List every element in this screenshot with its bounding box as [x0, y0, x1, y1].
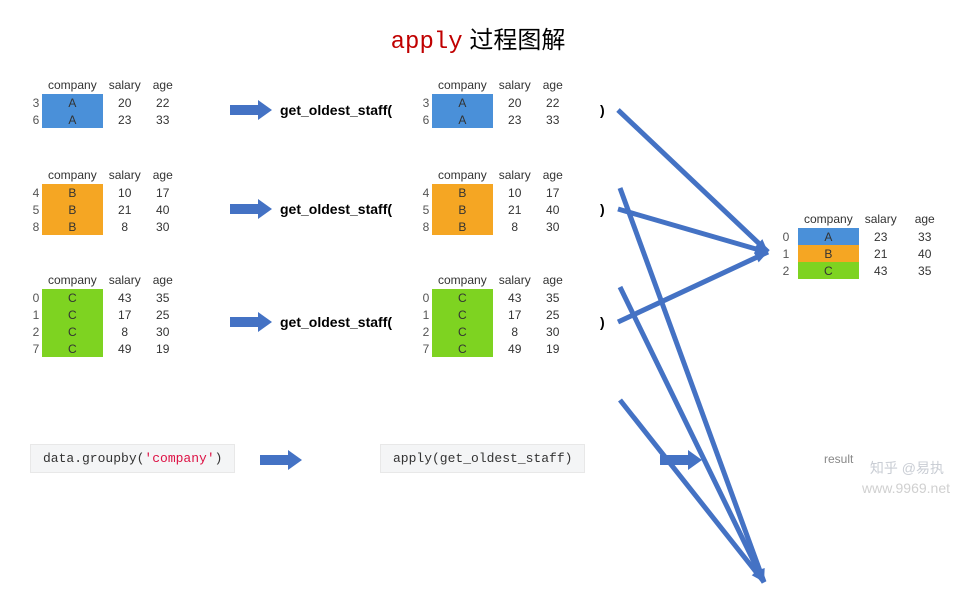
- func-label: get_oldest_staff(: [280, 102, 392, 118]
- title-black: 过程图解: [463, 27, 566, 54]
- table-row: 8B830: [420, 218, 569, 235]
- arrow-icon: [608, 199, 778, 263]
- close-paren: ): [600, 201, 605, 217]
- watermark-site: www.9969.net: [862, 480, 950, 496]
- table-row: 5B2140: [420, 201, 569, 218]
- table-row: 4B1017: [420, 184, 569, 201]
- table-row: 7C4919: [420, 340, 569, 357]
- arrow-icon: [608, 242, 778, 332]
- arrow-icon: [230, 310, 272, 334]
- arrow-icon: [660, 448, 702, 472]
- arrow-icon: [230, 98, 272, 122]
- code-apply: apply(get_oldest_staff): [380, 444, 585, 473]
- table-row: 2C4335: [774, 262, 947, 279]
- table-row: 6A2333: [420, 111, 569, 128]
- page-title: apply 过程图解: [0, 0, 956, 56]
- table-row: 6A2333: [30, 111, 179, 128]
- func-label: get_oldest_staff(: [280, 314, 392, 330]
- code-groupby: data.groupby('company'): [30, 444, 235, 473]
- table-row: 3A2022: [420, 94, 569, 111]
- table-row: 8B830: [30, 218, 179, 235]
- table-row: 1C1725: [30, 306, 179, 323]
- arrow-icon: [610, 277, 774, 592]
- arrow-icon: [610, 178, 774, 592]
- table-row: 0A2333: [774, 228, 947, 245]
- arrow-icon: [260, 448, 302, 472]
- result-table: companysalaryage0A23331B21402C4335: [774, 212, 947, 279]
- arrow-icon: [610, 390, 774, 592]
- close-paren: ): [600, 102, 605, 118]
- table-row: 1B2140: [774, 245, 947, 262]
- result-label: result: [824, 452, 853, 466]
- arrow-icon: [608, 100, 778, 262]
- table-row: 2C830: [30, 323, 179, 340]
- func-label: get_oldest_staff(: [280, 201, 392, 217]
- table-row: 5B2140: [30, 201, 179, 218]
- title-red: apply: [391, 29, 463, 56]
- close-paren: ): [600, 314, 605, 330]
- table-row: 3A2022: [30, 94, 179, 111]
- arrow-icon: [230, 197, 272, 221]
- watermark-zhihu: 知乎 @易执: [870, 458, 944, 478]
- table-row: 7C4919: [30, 340, 179, 357]
- table-row: 0C4335: [420, 289, 569, 306]
- table-row: 2C830: [420, 323, 569, 340]
- table-row: 1C1725: [420, 306, 569, 323]
- table-row: 0C4335: [30, 289, 179, 306]
- table-row: 4B1017: [30, 184, 179, 201]
